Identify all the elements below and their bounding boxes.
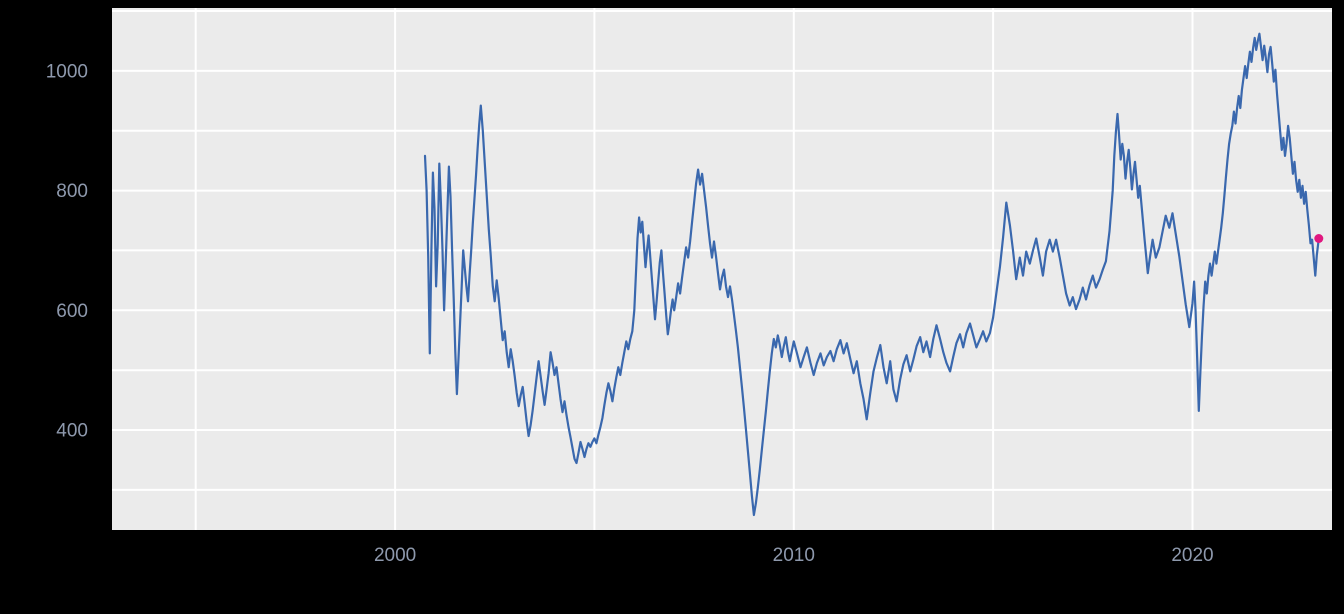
plot-panel <box>112 8 1332 530</box>
y-tick-label: 1000 <box>46 61 88 82</box>
y-tick-label: 600 <box>56 301 88 322</box>
x-tick-label: 2010 <box>773 545 815 566</box>
series-line-value <box>423 32 1320 517</box>
y-tick-label: 800 <box>56 181 88 202</box>
x-tick-label: 2020 <box>1171 545 1213 566</box>
y-tick-label: 400 <box>56 421 88 442</box>
x-tick-label: 2000 <box>374 545 416 566</box>
latest-value-marker <box>1314 234 1324 243</box>
